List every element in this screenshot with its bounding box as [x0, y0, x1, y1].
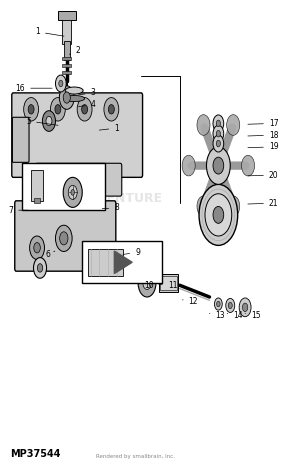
Circle shape [227, 196, 240, 217]
Bar [160, 276, 177, 290]
Bar [58, 11, 76, 20]
Circle shape [216, 140, 220, 147]
Circle shape [216, 130, 220, 137]
Circle shape [228, 302, 232, 309]
Text: 7: 7 [8, 206, 28, 215]
Circle shape [138, 269, 156, 297]
Bar [62, 71, 71, 74]
Circle shape [28, 105, 34, 114]
Circle shape [38, 264, 43, 272]
Text: 14: 14 [227, 311, 243, 320]
Text: 21: 21 [248, 199, 278, 208]
Circle shape [242, 155, 255, 176]
Ellipse shape [64, 95, 85, 101]
FancyBboxPatch shape [12, 93, 142, 177]
Text: 4: 4 [79, 100, 95, 109]
Bar [62, 57, 71, 60]
Circle shape [143, 276, 151, 289]
Text: 2: 2 [69, 46, 80, 55]
Circle shape [239, 298, 251, 317]
Circle shape [205, 194, 232, 236]
Text: MP37544: MP37544 [10, 449, 61, 459]
Circle shape [226, 298, 235, 312]
Circle shape [214, 298, 222, 310]
Text: 11: 11 [159, 281, 177, 290]
Circle shape [104, 98, 119, 121]
Bar [62, 20, 71, 43]
Bar [64, 41, 70, 60]
Text: 20: 20 [248, 170, 278, 179]
Bar [22, 163, 105, 210]
FancyBboxPatch shape [36, 163, 122, 196]
FancyArrowPatch shape [222, 127, 232, 155]
Circle shape [77, 98, 92, 121]
Circle shape [227, 115, 240, 135]
FancyArrowPatch shape [205, 127, 214, 155]
Circle shape [108, 105, 114, 114]
Circle shape [213, 206, 224, 223]
Circle shape [213, 135, 224, 152]
Polygon shape [114, 251, 132, 274]
Circle shape [71, 190, 74, 195]
Circle shape [213, 157, 224, 174]
Circle shape [59, 86, 74, 110]
Circle shape [56, 225, 72, 252]
Text: 1: 1 [99, 124, 119, 133]
Text: 3: 3 [79, 88, 95, 97]
Text: Rendered by smallbrain, Inc.: Rendered by smallbrain, Inc. [96, 454, 175, 459]
Text: 19: 19 [248, 143, 278, 152]
Bar [159, 274, 178, 292]
Circle shape [213, 125, 224, 142]
Text: 12: 12 [182, 297, 198, 306]
Circle shape [34, 258, 46, 278]
Bar [82, 241, 162, 283]
Text: 10: 10 [135, 281, 154, 290]
Text: 18: 18 [248, 131, 278, 140]
FancyBboxPatch shape [15, 201, 116, 271]
Circle shape [63, 92, 70, 103]
Text: 9: 9 [123, 248, 140, 257]
Text: 17: 17 [248, 119, 278, 128]
Circle shape [56, 75, 66, 92]
Circle shape [46, 117, 52, 126]
FancyArrowPatch shape [222, 177, 232, 203]
Text: 16: 16 [16, 84, 52, 93]
Circle shape [213, 115, 224, 132]
Ellipse shape [65, 87, 83, 94]
Circle shape [217, 301, 220, 307]
Text: 1: 1 [35, 27, 64, 36]
Circle shape [182, 155, 195, 176]
Bar [88, 249, 123, 276]
Circle shape [30, 236, 44, 260]
Circle shape [206, 147, 230, 185]
Circle shape [60, 232, 68, 245]
Circle shape [24, 98, 38, 121]
FancyArrowPatch shape [205, 177, 214, 203]
Text: 5: 5 [26, 117, 58, 126]
Circle shape [55, 105, 61, 114]
Circle shape [68, 185, 77, 199]
Circle shape [42, 111, 56, 131]
Circle shape [50, 98, 65, 121]
Text: ADVENTURE: ADVENTURE [78, 192, 163, 205]
Text: 15: 15 [245, 311, 261, 320]
Bar [62, 64, 71, 67]
Bar [34, 198, 40, 203]
Text: 13: 13 [209, 311, 225, 320]
Circle shape [197, 196, 210, 217]
Circle shape [82, 105, 88, 114]
FancyBboxPatch shape [12, 117, 29, 162]
Circle shape [216, 120, 220, 126]
Circle shape [34, 243, 40, 253]
Circle shape [63, 177, 82, 207]
Text: 8: 8 [102, 203, 119, 212]
Bar [31, 170, 43, 201]
Text: 6: 6 [46, 250, 55, 259]
Circle shape [242, 303, 248, 312]
Circle shape [199, 185, 238, 245]
Circle shape [59, 80, 63, 87]
Circle shape [197, 115, 210, 135]
